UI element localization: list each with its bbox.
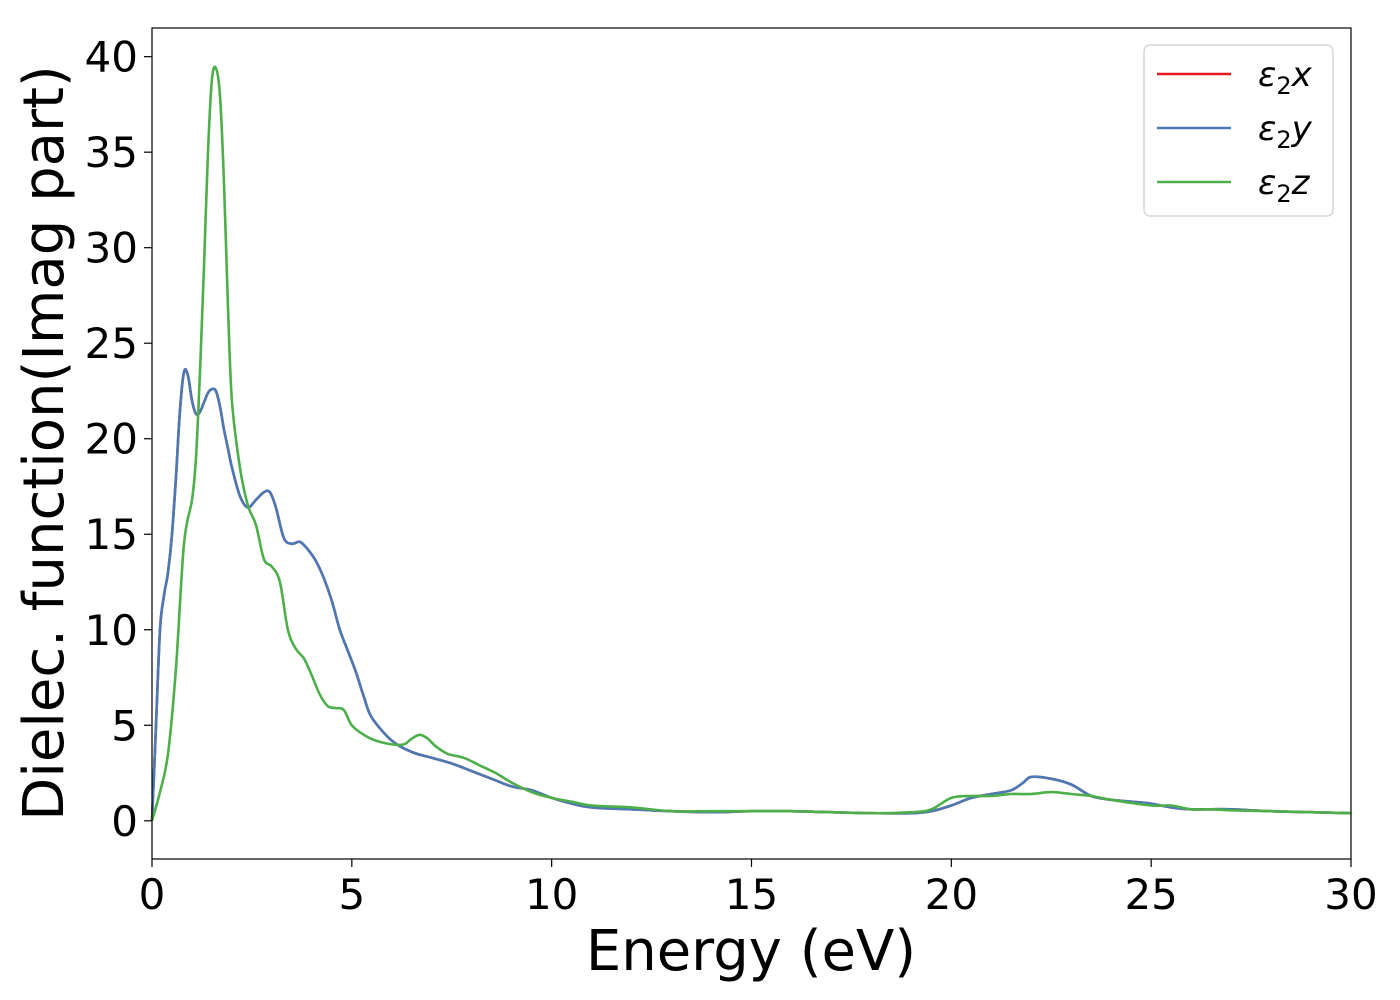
y-tick-label: 20 [85,415,138,464]
legend-box [1143,44,1334,217]
legend-label-z: ε2z [1258,163,1311,208]
y-axis-title: Dielec. function(Imag part) [12,65,77,821]
x-tick-label: 15 [725,870,778,919]
y-tick-label: 10 [85,606,138,655]
legend-label-y: ε2y [1258,109,1313,154]
x-tick-label: 0 [139,870,166,919]
x-tick-label: 5 [338,870,365,919]
y-tick-label: 40 [85,33,138,82]
y-tick-label: 15 [85,510,138,559]
y-tick-label: 35 [85,128,138,177]
legend-label-x: ε2x [1258,55,1313,100]
x-tick-label: 30 [1324,870,1377,919]
series-line-y [150,367,1352,821]
series-layer [150,65,1352,822]
x-axis-ticks: 0 5 10 15 20 25 30 [139,859,1378,919]
x-tick-label: 20 [925,870,978,919]
y-tick-label: 5 [111,701,138,750]
y-tick-label: 0 [111,797,138,846]
x-tick-label: 10 [525,870,578,919]
y-tick-label: 25 [85,319,138,368]
series-line-z [150,65,1352,822]
y-axis-ticks: 0 5 10 15 20 25 30 35 40 [85,33,152,846]
y-tick-label: 30 [85,224,138,273]
legend: ε2x ε2y ε2z [1143,44,1334,217]
x-axis-title: Energy (eV) [586,919,916,984]
x-tick-label: 25 [1124,870,1177,919]
